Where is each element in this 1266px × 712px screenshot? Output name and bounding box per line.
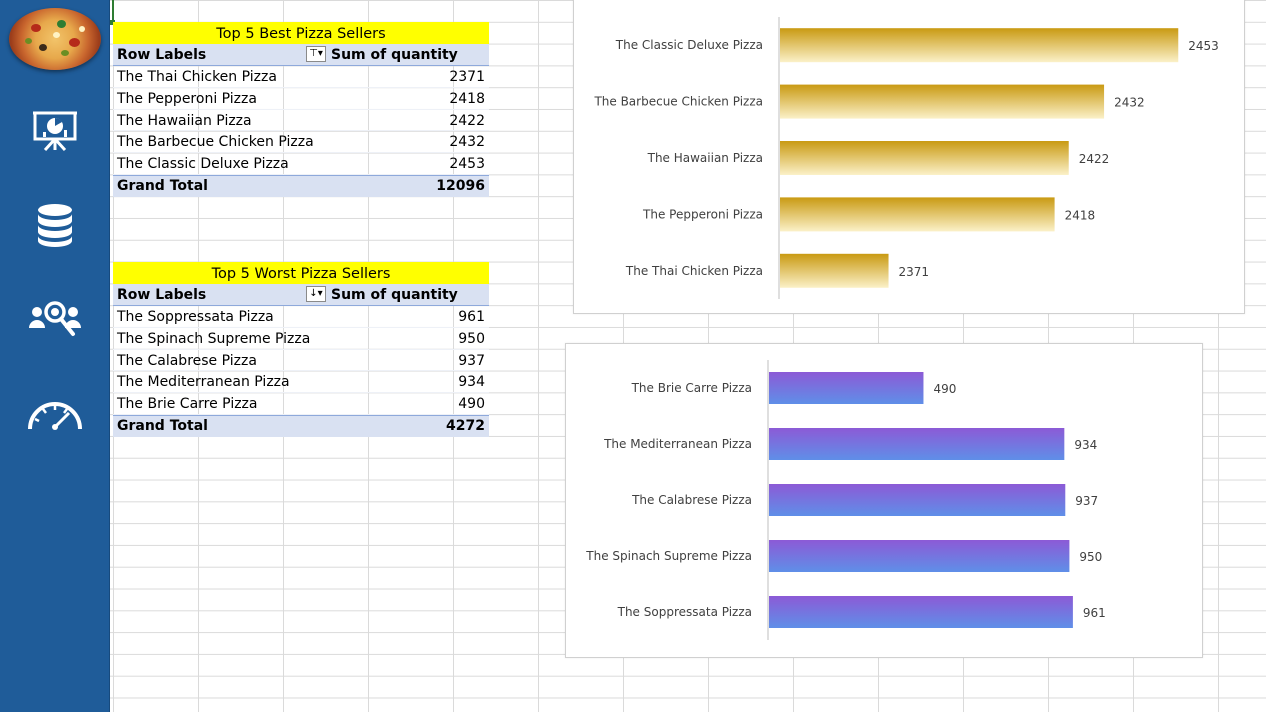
best-chart-bar[interactable] — [780, 141, 1069, 175]
best-chart-data-label: 2422 — [1079, 152, 1110, 166]
best-chart-bar[interactable] — [780, 28, 1178, 62]
row-value: 961 — [347, 306, 489, 327]
worst-chart-data-label: 950 — [1079, 550, 1102, 564]
row-label: The Classic Deluxe Pizza — [113, 153, 347, 174]
row-value: 2432 — [347, 131, 489, 152]
worst-chart-bar[interactable] — [769, 484, 1065, 516]
pivot-row[interactable]: The Mediterranean Pizza 934 — [113, 371, 489, 393]
row-value: 490 — [347, 393, 489, 414]
filter-icon[interactable]: ↓▾ — [306, 286, 326, 302]
worst-chart-bar[interactable] — [769, 540, 1069, 572]
pivot-header: Row Labels ⊤▾ Sum of quantity — [113, 44, 489, 66]
pivot-row[interactable]: The Pepperoni Pizza 2418 — [113, 88, 489, 110]
worst-chart-category-label: The Spinach Supreme Pizza — [585, 549, 752, 563]
best-chart-data-label: 2432 — [1114, 96, 1145, 110]
row-label: The Spinach Supreme Pizza — [113, 328, 347, 349]
worst-chart-bar[interactable] — [769, 596, 1073, 628]
worst-chart-category-label: The Calabrese Pizza — [631, 493, 752, 507]
pivot-title: Top 5 Best Pizza Sellers — [113, 22, 489, 44]
row-value: 2371 — [347, 66, 489, 87]
grand-total-row[interactable]: Grand Total 4272 — [113, 415, 489, 437]
best-sellers-pivot: Top 5 Best Pizza Sellers Row Labels ⊤▾ S… — [113, 22, 489, 197]
presentation-chart-icon[interactable] — [0, 105, 109, 155]
row-label: The Brie Carre Pizza — [113, 393, 347, 414]
best-chart-bar[interactable] — [780, 254, 889, 288]
row-label: The Pepperoni Pizza — [113, 88, 347, 109]
row-label: The Barbecue Chicken Pizza — [113, 131, 347, 152]
filter-icon[interactable]: ⊤▾ — [306, 46, 326, 62]
best-sellers-chart[interactable]: The Classic Deluxe Pizza 2453 The Barbecue… — [573, 0, 1245, 314]
row-value: 934 — [347, 371, 489, 392]
best-chart-category-label: The Pepperoni Pizza — [642, 207, 763, 221]
pivot-row[interactable]: The Soppressata Pizza 961 — [113, 306, 489, 328]
row-value: 2418 — [347, 88, 489, 109]
worst-sellers-chart[interactable]: The Brie Carre Pizza 490 The Mediterranean… — [565, 343, 1203, 658]
active-cell-indicator — [112, 0, 114, 22]
pivot-row[interactable]: The Calabrese Pizza 937 — [113, 350, 489, 372]
best-chart-category-label: The Hawaiian Pizza — [647, 151, 763, 165]
pivot-title: Top 5 Worst Pizza Sellers — [113, 262, 489, 284]
worst-chart-bar[interactable] — [769, 372, 923, 404]
row-label: The Calabrese Pizza — [113, 350, 347, 371]
worst-chart-category-label: The Brie Carre Pizza — [631, 381, 752, 395]
sidebar — [0, 0, 110, 712]
pivot-row[interactable]: The Brie Carre Pizza 490 — [113, 393, 489, 415]
grand-total-label: Grand Total — [113, 176, 347, 197]
worst-chart-bar[interactable] — [769, 428, 1064, 460]
pivot-row[interactable]: The Thai Chicken Pizza 2371 — [113, 66, 489, 88]
best-chart-category-label: The Classic Deluxe Pizza — [615, 38, 763, 52]
best-chart-data-label: 2453 — [1188, 39, 1219, 53]
best-chart-bar[interactable] — [780, 85, 1104, 119]
grand-total-value: 12096 — [347, 176, 489, 197]
pivot-row[interactable]: The Spinach Supreme Pizza 950 — [113, 328, 489, 350]
pivot-row[interactable]: The Classic Deluxe Pizza 2453 — [113, 153, 489, 175]
best-chart-category-label: The Thai Chicken Pizza — [625, 264, 763, 278]
grand-total-value: 4272 — [347, 416, 489, 437]
pivot-row[interactable]: The Barbecue Chicken Pizza 2432 — [113, 131, 489, 153]
row-value: 2422 — [347, 110, 489, 131]
value-header: Sum of quantity — [327, 44, 489, 65]
database-icon[interactable] — [0, 200, 109, 250]
worst-sellers-pivot: Top 5 Worst Pizza Sellers Row Labels ↓▾ … — [113, 262, 489, 437]
row-label: The Hawaiian Pizza — [113, 110, 347, 131]
worst-chart-data-label: 937 — [1075, 494, 1098, 508]
pivot-row[interactable]: The Hawaiian Pizza 2422 — [113, 110, 489, 132]
grand-total-label: Grand Total — [113, 416, 347, 437]
value-header: Sum of quantity — [327, 284, 489, 305]
best-sellers-chart-svg: The Classic Deluxe Pizza 2453 The Barbecue… — [574, 0, 1244, 313]
best-chart-bar[interactable] — [780, 197, 1055, 231]
worst-chart-data-label: 961 — [1083, 606, 1106, 620]
worst-chart-data-label: 490 — [933, 382, 956, 396]
speedometer-icon[interactable] — [0, 390, 109, 440]
users-search-icon[interactable] — [0, 295, 109, 345]
row-labels-header: Row Labels — [117, 287, 206, 303]
row-value: 950 — [347, 328, 489, 349]
row-value: 937 — [347, 350, 489, 371]
row-value: 2453 — [347, 153, 489, 174]
grand-total-row[interactable]: Grand Total 12096 — [113, 175, 489, 197]
best-chart-category-label: The Barbecue Chicken Pizza — [593, 95, 763, 109]
worst-chart-category-label: The Soppressata Pizza — [617, 605, 752, 619]
best-chart-data-label: 2418 — [1065, 208, 1096, 222]
worst-chart-category-label: The Mediterranean Pizza — [603, 437, 752, 451]
pizza-logo — [9, 8, 101, 70]
row-label: The Mediterranean Pizza — [113, 371, 347, 392]
worst-sellers-chart-svg: The Brie Carre Pizza 490 The Mediterranean… — [566, 344, 1202, 657]
row-label: The Thai Chicken Pizza — [113, 66, 347, 87]
worst-chart-data-label: 934 — [1074, 438, 1097, 452]
pivot-header: Row Labels ↓▾ Sum of quantity — [113, 284, 489, 306]
best-chart-data-label: 2371 — [899, 265, 930, 279]
row-labels-header: Row Labels — [117, 47, 206, 63]
row-label: The Soppressata Pizza — [113, 306, 347, 327]
